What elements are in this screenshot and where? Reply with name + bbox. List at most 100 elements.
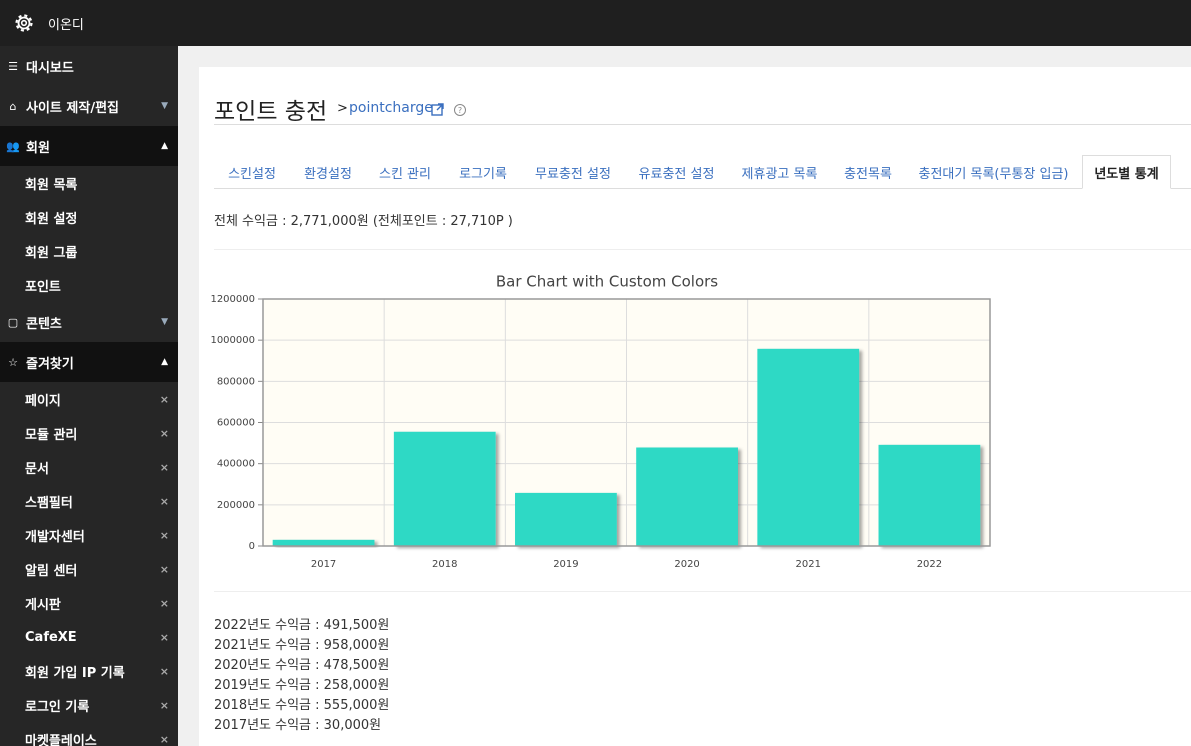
bar xyxy=(515,492,617,546)
yearly-total: 2017년도 수익금 : 30,000원 xyxy=(214,718,382,733)
bar xyxy=(272,539,375,546)
nav-label: 게시판 xyxy=(25,597,61,613)
gear-icon[interactable] xyxy=(12,11,36,35)
nav-item[interactable]: 스팸필터 × xyxy=(0,484,178,518)
caret: ▲ xyxy=(161,357,168,367)
remove-icon[interactable]: × xyxy=(159,528,169,542)
x-tick-label: 2021 xyxy=(796,559,821,570)
nav-label: 회원 가입 IP 기록 xyxy=(25,665,125,681)
tab[interactable]: 스킨 관리 xyxy=(379,166,431,182)
x-tick-label: 2022 xyxy=(917,559,942,570)
y-tick-label: 1000000 xyxy=(210,335,255,346)
nav-item[interactable]: 마켓플레이스 × xyxy=(0,722,178,746)
nav-item[interactable]: 회원 그룹 xyxy=(0,234,178,268)
remove-icon[interactable]: × xyxy=(159,562,169,576)
nav-icon: 👥 xyxy=(6,139,20,153)
tab-rule xyxy=(214,188,1191,189)
nav-label: 모듈 관리 xyxy=(25,427,78,443)
remove-icon[interactable]: × xyxy=(159,494,169,508)
tab[interactable]: 유료충전 설정 xyxy=(638,166,715,182)
nav-icon: ▢ xyxy=(7,315,19,329)
nav-label: 마켓플레이스 xyxy=(25,733,97,746)
top-bar: 이온디 xyxy=(0,0,1191,46)
tab[interactable]: 충전대기 목록(무통장 입금) xyxy=(918,166,1069,182)
nav-section[interactable]: 👥 회원 ▲ xyxy=(0,126,178,166)
bar xyxy=(757,348,860,546)
nav-item[interactable]: CafeXE × xyxy=(0,620,178,654)
nav-label: 사이트 제작/편집 xyxy=(26,100,119,116)
divider xyxy=(214,591,1191,592)
nav-label: 회원 목록 xyxy=(25,177,78,193)
nav-label: CafeXE xyxy=(25,629,77,645)
nav-section[interactable]: ☆ 즐겨찾기 ▲ xyxy=(0,342,178,382)
nav-section[interactable]: ⌂ 사이트 제작/편집 ▼ xyxy=(0,86,178,126)
bar xyxy=(878,444,981,546)
yearly-total: 2022년도 수익금 : 491,500원 xyxy=(214,618,390,633)
nav-icon: ☆ xyxy=(8,355,18,369)
nav-item[interactable]: 회원 설정 xyxy=(0,200,178,234)
y-tick-label: 600000 xyxy=(217,418,255,429)
page-title: 포인트 충전 xyxy=(214,99,328,125)
caret: ▼ xyxy=(161,101,168,111)
nav-label: 회원 xyxy=(26,140,50,156)
nav-section[interactable]: ☰ 대시보드 xyxy=(0,46,178,86)
nav-label: 알림 센터 xyxy=(25,563,78,579)
chart-title: Bar Chart with Custom Colors xyxy=(496,273,718,291)
nav-icon: ⌂ xyxy=(9,99,17,113)
bar xyxy=(636,447,738,546)
nav-item[interactable]: 게시판 × xyxy=(0,586,178,620)
remove-icon[interactable]: × xyxy=(159,426,169,440)
bar xyxy=(393,431,496,546)
tab[interactable]: 년도별 통계 xyxy=(1082,155,1171,189)
nav-item[interactable]: 문서 × xyxy=(0,450,178,484)
plot-border xyxy=(262,298,991,547)
nav-item[interactable]: 회원 가입 IP 기록 × xyxy=(0,654,178,688)
y-tick-label: 400000 xyxy=(217,459,255,470)
nav-item[interactable]: 로그인 기록 × xyxy=(0,688,178,722)
tab[interactable]: 로그기록 xyxy=(459,166,507,182)
y-tick-label: 1200000 xyxy=(210,294,255,305)
nav-label: 대시보드 xyxy=(26,60,74,76)
tab[interactable]: 무료충전 설정 xyxy=(535,166,611,182)
nav-label: 포인트 xyxy=(25,279,61,295)
tab[interactable]: 충전목록 xyxy=(844,166,892,182)
caret: ▲ xyxy=(161,141,168,151)
chart: Bar Chart with Custom Colors 0 200000 4000… xyxy=(210,273,991,570)
nav-label: 회원 설정 xyxy=(25,211,78,227)
nav-label: 개발자센터 xyxy=(25,529,85,545)
y-tick-label: 800000 xyxy=(217,376,255,387)
caret: ▼ xyxy=(161,317,168,327)
nav-item[interactable]: 알림 센터 × xyxy=(0,552,178,586)
nav-label: 콘텐츠 xyxy=(26,316,62,332)
module-link[interactable]: pointcharge xyxy=(349,100,433,116)
tab[interactable]: 환경설정 xyxy=(304,166,352,182)
title-icons: ? xyxy=(431,103,466,116)
y-tick-label: 200000 xyxy=(217,500,255,511)
site-name[interactable]: 이온디 xyxy=(48,18,84,33)
nav-label: 회원 그룹 xyxy=(25,245,78,261)
nav-item[interactable]: 페이지 × xyxy=(0,382,178,416)
x-tick-label: 2020 xyxy=(674,559,699,570)
remove-icon[interactable]: × xyxy=(159,630,169,644)
remove-icon[interactable]: × xyxy=(159,596,169,610)
remove-icon[interactable]: × xyxy=(159,460,169,474)
remove-icon[interactable]: × xyxy=(159,664,169,678)
x-tick-label: 2017 xyxy=(311,559,336,570)
remove-icon[interactable]: × xyxy=(159,392,169,406)
remove-icon[interactable]: × xyxy=(159,698,169,712)
tab[interactable]: 제휴광고 목록 xyxy=(741,166,818,182)
tab[interactable]: 스킨설정 xyxy=(228,166,276,182)
nav-label: 즐겨찾기 xyxy=(26,356,74,372)
nav-item[interactable]: 개발자센터 × xyxy=(0,518,178,552)
nav-item[interactable]: 회원 목록 xyxy=(0,166,178,200)
yearly-total: 2019년도 수익금 : 258,000원 xyxy=(214,678,390,693)
nav-section[interactable]: ▢ 콘텐츠 ▼ xyxy=(0,302,178,342)
nav-item[interactable]: 모듈 관리 × xyxy=(0,416,178,450)
nav-item[interactable]: 포인트 xyxy=(0,268,178,302)
remove-icon[interactable]: × xyxy=(159,732,169,746)
nav-label: 페이지 xyxy=(25,393,61,409)
nav-icon: ☰ xyxy=(8,59,18,73)
nav-label: 스팸필터 xyxy=(25,495,73,511)
